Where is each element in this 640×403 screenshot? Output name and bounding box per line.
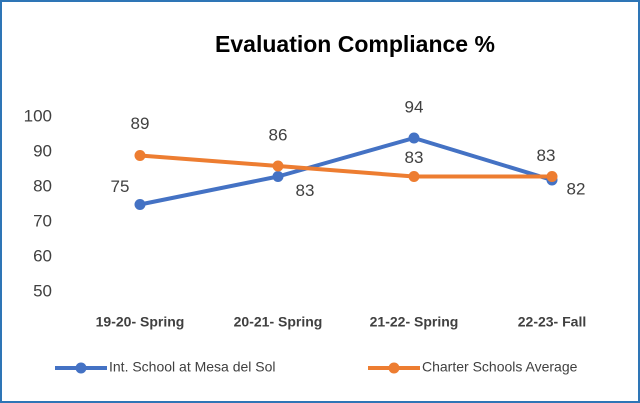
legend-marker — [75, 362, 87, 374]
chart-title: Evaluation Compliance % — [215, 31, 495, 57]
data-point — [272, 160, 284, 172]
data-label: 82 — [567, 179, 586, 198]
data-label: 89 — [131, 114, 150, 133]
data-point — [546, 171, 558, 182]
legend-label: Int. School at Mesa del Sol — [109, 359, 276, 375]
y-tick-label: 100 — [24, 106, 52, 125]
data-point — [134, 150, 146, 161]
x-tick-label: 19-20- Spring — [96, 314, 185, 330]
x-tick-label: 20-21- Spring — [234, 314, 323, 330]
data-point — [408, 132, 420, 144]
data-label: 86 — [269, 125, 288, 144]
data-label: 94 — [405, 97, 424, 116]
series-line — [139, 153, 552, 179]
x-tick-label: 21-22- Spring — [370, 314, 459, 330]
series-line — [139, 136, 553, 207]
data-label: 83 — [537, 146, 556, 165]
y-tick-label: 80 — [33, 176, 52, 195]
y-tick-label: 50 — [33, 281, 52, 300]
data-label: 83 — [296, 181, 315, 200]
data-label: 75 — [111, 177, 130, 196]
data-point — [408, 171, 420, 182]
y-tick-label: 90 — [33, 141, 52, 160]
data-point — [134, 199, 146, 210]
legend-marker — [388, 362, 400, 374]
x-tick-label: 22-23- Fall — [518, 314, 586, 330]
data-point — [272, 171, 284, 182]
data-label: 83 — [405, 148, 424, 167]
y-tick-label: 60 — [33, 246, 52, 265]
y-tick-label: 70 — [33, 211, 52, 230]
legend-label: Charter Schools Average — [422, 359, 578, 375]
